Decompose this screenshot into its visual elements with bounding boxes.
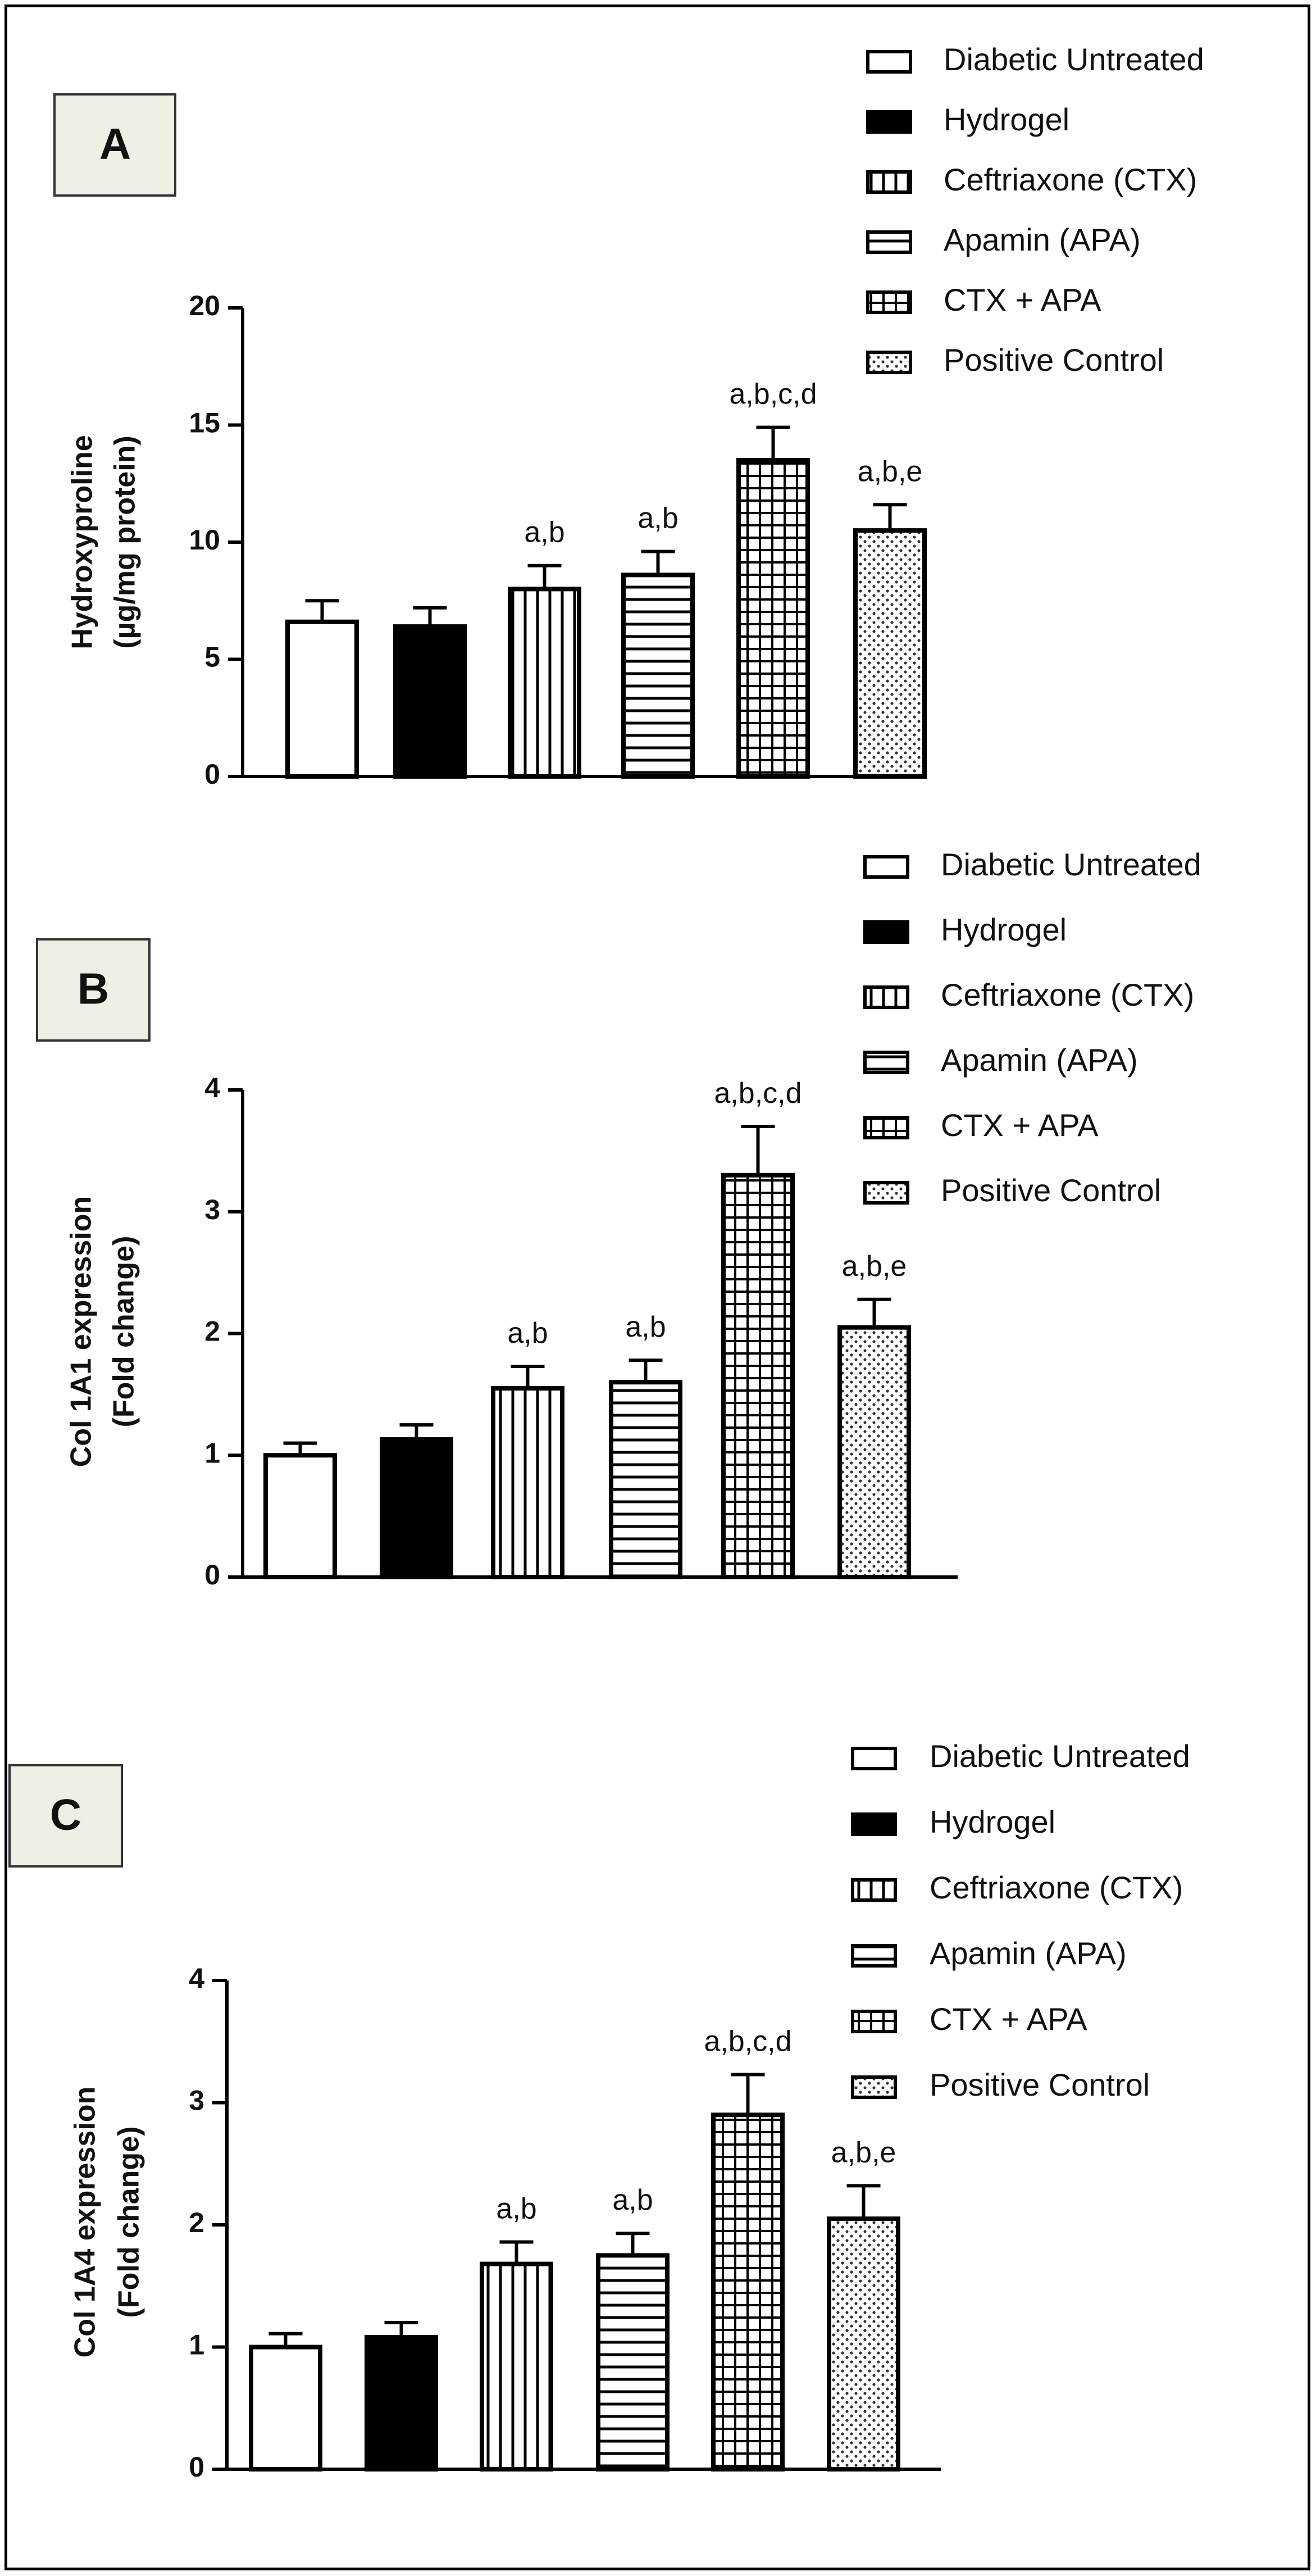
chart-panel-A: A 0 5 10 15 20 Hydroxyproline (µg/mg protein) a,… [53, 42, 1204, 790]
panel-label: B [78, 964, 109, 1014]
legend-label: Positive Control [944, 342, 1164, 378]
y-tick-label: 10 [189, 524, 220, 556]
legend-label: Positive Control [941, 1173, 1161, 1208]
panel-label: C [50, 1790, 81, 1839]
legend-swatch [851, 1878, 897, 1902]
panel-label-box [8, 1764, 123, 1868]
legend-swatch [866, 170, 912, 194]
y-tick-label: 1 [189, 2329, 204, 2361]
bar [596, 2253, 670, 2471]
legend-swatch [866, 290, 912, 314]
bar [609, 1380, 682, 1579]
panel-label-box [36, 938, 151, 1042]
y-tick-label: 15 [189, 407, 220, 439]
bar [480, 2261, 553, 2472]
y-tick-label: 4 [204, 1072, 220, 1103]
legend-swatch [863, 920, 909, 944]
legend-swatch [863, 855, 909, 879]
legend-swatch [866, 230, 912, 254]
bar [380, 1437, 453, 1580]
bar [711, 2112, 785, 2471]
y-tick-label: 2 [189, 2207, 204, 2238]
bar [736, 458, 810, 779]
y-tick-label: 4 [189, 1962, 204, 1994]
legend-label: CTX + APA [930, 2001, 1087, 2037]
y-tick-label: 3 [204, 1194, 220, 1225]
significance-label: a,b,e [842, 1250, 907, 1283]
legend-label: Hydrogel [944, 102, 1069, 137]
legend-swatch [851, 2010, 897, 2033]
bar [285, 619, 359, 779]
legend-swatch [851, 1812, 897, 1836]
figure-frame [4, 4, 1310, 2570]
y-tick-label: 2 [204, 1316, 220, 1347]
bar [249, 2345, 322, 2471]
legend-swatch [866, 351, 912, 374]
y-tick-label: 20 [189, 290, 220, 321]
legend-label: Positive Control [930, 2067, 1150, 2102]
y-tick-label: 5 [204, 642, 220, 673]
legend-label: Hydrogel [930, 1804, 1055, 1839]
y-tick-label: 0 [189, 2451, 204, 2483]
bar [721, 1173, 795, 1580]
legend-label: Diabetic Untreated [944, 42, 1204, 77]
bar [621, 573, 695, 779]
significance-label: a,b,e [831, 2136, 896, 2169]
legend-label: Apamin (APA) [930, 1936, 1127, 1971]
y-axis-label: Col 1A1 expression [65, 1196, 98, 1468]
bar [837, 1325, 911, 1580]
bar [491, 1386, 564, 1580]
legend-swatch [866, 50, 912, 74]
significance-label: a,b [496, 2192, 536, 2225]
legend-swatch [851, 2075, 897, 2099]
chart-panel-C: C 0 1 2 3 4 Col 1A4 expression (Fold change) a,b… [8, 1738, 1190, 2483]
legend-label: CTX + APA [944, 282, 1101, 317]
significance-label: a,b,e [858, 455, 923, 488]
y-axis-label-units: (Fold change) [108, 1236, 140, 1428]
significance-label: a,b [507, 1317, 548, 1350]
legend-swatch [863, 985, 909, 1009]
y-axis-label-units: (Fold change) [113, 2127, 145, 2318]
legend-label: Ceftriaxone (CTX) [930, 1870, 1183, 1905]
legend-label: Ceftriaxone (CTX) [941, 977, 1194, 1012]
y-tick-label: 0 [204, 1559, 220, 1591]
legend-swatch [863, 1116, 909, 1139]
legend-swatch [851, 1944, 897, 1968]
bar [508, 587, 581, 779]
significance-label: a,b,c,d [729, 378, 817, 411]
legend-label: Hydrogel [941, 912, 1067, 947]
bar [365, 2335, 438, 2472]
legend-label: Ceftriaxone (CTX) [944, 162, 1197, 197]
bar [827, 2216, 900, 2471]
significance-label: a,b,c,d [704, 2025, 791, 2057]
bar [853, 528, 927, 779]
panel-label-box [53, 93, 176, 197]
significance-label: a,b [625, 1311, 666, 1343]
y-axis-label: Hydroxyproline [66, 435, 99, 649]
legend-swatch [851, 1747, 897, 1770]
legend-swatch [863, 1181, 909, 1205]
legend-label: CTX + APA [941, 1107, 1099, 1143]
chart-panel-B: B 0 1 2 3 4 Col 1A1 expression (Fold change) a,b… [36, 847, 1201, 1591]
y-axis-label: Col 1A4 expression [69, 2087, 102, 2358]
significance-label: a,b,c,d [714, 1077, 802, 1110]
panel-label: A [99, 119, 131, 169]
y-tick-label: 1 [204, 1437, 220, 1469]
legend-swatch [863, 1051, 909, 1074]
significance-label: a,b [612, 2184, 653, 2216]
bar [393, 624, 467, 779]
y-tick-label: 0 [204, 758, 220, 790]
y-tick-label: 3 [189, 2085, 204, 2116]
significance-label: a,b [637, 502, 678, 535]
legend-label: Diabetic Untreated [930, 1738, 1190, 1774]
bar [263, 1453, 337, 1579]
legend-label: Diabetic Untreated [941, 847, 1201, 882]
y-axis-label-units: (µg/mg protein) [109, 435, 142, 648]
legend-swatch [866, 110, 912, 134]
legend-label: Apamin (APA) [941, 1042, 1138, 1078]
significance-label: a,b [524, 516, 564, 549]
legend-label: Apamin (APA) [944, 222, 1141, 257]
